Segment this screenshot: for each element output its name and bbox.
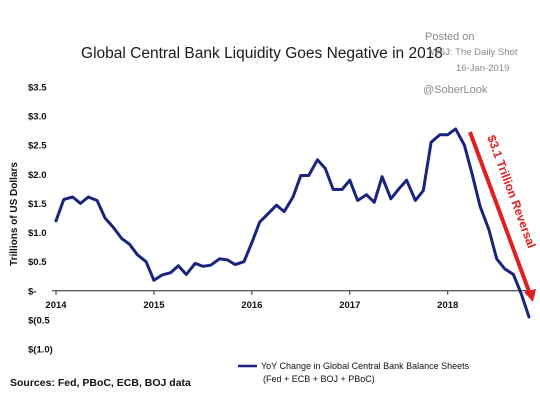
x-axis-ticks: 2014 2015 2016 2017 2018 <box>45 290 458 311</box>
reversal-arrowhead <box>524 289 536 302</box>
y-tick-label: $2.0 <box>28 170 47 181</box>
x-tick-label: 2018 <box>437 300 458 311</box>
y-tick-label: $2.5 <box>28 141 47 152</box>
source-note: Sources: Fed, PBoC, ECB, BOJ data <box>10 377 191 389</box>
y-tick-label: $3.5 <box>28 83 47 94</box>
y-tick-label: $(0.5 <box>28 315 50 326</box>
y-tick-label: $0.5 <box>28 257 47 268</box>
y-tick-label: $1.5 <box>28 199 47 210</box>
reversal-arrow <box>468 131 532 295</box>
y-tick-label: $3.0 <box>28 112 47 123</box>
y-axis-ticks: $3.5 $3.0 $2.5 $2.0 $1.5 $1.0 $0.5 $- $(0.5 $(1.0… <box>28 83 53 356</box>
y-tick-label: $- <box>28 286 36 297</box>
y-tick-label: $(1.0) <box>28 345 53 356</box>
x-tick-label: 2014 <box>45 300 67 311</box>
chart-title: Global Central Bank Liquidity Goes Negat… <box>81 45 443 62</box>
legend-label: YoY Change in Global Central Bank Balanc… <box>261 361 470 371</box>
legend-label-components: (Fed + ECB + BOJ + PBoC) <box>263 374 375 384</box>
y-tick-label: $1.0 <box>28 228 47 239</box>
watermark-outlet: WSJ: The Daily Shot <box>430 47 518 58</box>
reversal-annotation: $3.1 Trillion Reversal <box>468 131 539 302</box>
watermark-date: 16-Jan-2019 <box>456 63 509 74</box>
x-tick-label: 2015 <box>143 300 165 311</box>
watermark-posted: Posted on <box>425 31 475 43</box>
series-line <box>54 127 531 319</box>
x-tick-label: 2016 <box>241 300 262 311</box>
x-tick-label: 2017 <box>339 300 360 311</box>
watermark-handle: @SoberLook <box>423 84 488 96</box>
y-axis-label: Trillions of US Dollars <box>9 162 20 266</box>
